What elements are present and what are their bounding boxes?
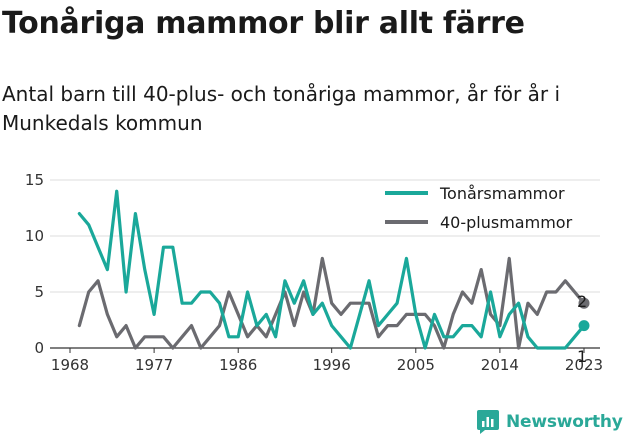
x-tick-label: 1968 — [51, 356, 89, 374]
x-tick-label: 2014 — [481, 356, 519, 374]
end-markers — [578, 297, 590, 332]
end-point-tonarsmammor — [578, 320, 590, 332]
series-lines — [77, 189, 586, 350]
legend-label-tonarsmammor: Tonårsmammor — [439, 184, 565, 203]
brand-name: Newsworthy — [506, 412, 623, 432]
x-tick-label: 2005 — [397, 356, 435, 374]
x-tick-label: 2023 — [565, 356, 603, 374]
brand-logo: Newsworthy — [476, 409, 623, 435]
x-tick-label: 1996 — [313, 356, 351, 374]
end-label-40-plusmammor: 1 — [577, 347, 587, 366]
y-tick-label: 10 — [25, 227, 44, 245]
series-line-tonarsmammor — [77, 189, 586, 350]
x-tick-label: 1977 — [135, 356, 173, 374]
axes: 0 5 10 15 1968 1977 1986 1996 2005 2014 2023 — [25, 171, 603, 374]
end-label-tonarsmammor: 2 — [577, 292, 587, 311]
series-line-40-plusmammor — [77, 256, 586, 350]
legend-label-40-plusmammor: 40-plusmammor — [440, 213, 573, 232]
grid-lines — [50, 179, 600, 293]
newsworthy-logo-icon — [477, 410, 499, 434]
y-tick-label: 5 — [34, 283, 44, 301]
legend: Tonårsmammor 40-plusmammor — [385, 184, 573, 232]
chart-subtitle: Antal barn till 40-plus- och tonåriga ma… — [2, 82, 561, 135]
end-point-40-plusmammor — [578, 297, 590, 309]
y-tick-label: 15 — [25, 171, 44, 189]
chart-title: Tonåriga mammor blir allt färre — [2, 6, 525, 41]
y-tick-label: 0 — [34, 339, 44, 357]
x-tick-label: 1986 — [219, 356, 257, 374]
